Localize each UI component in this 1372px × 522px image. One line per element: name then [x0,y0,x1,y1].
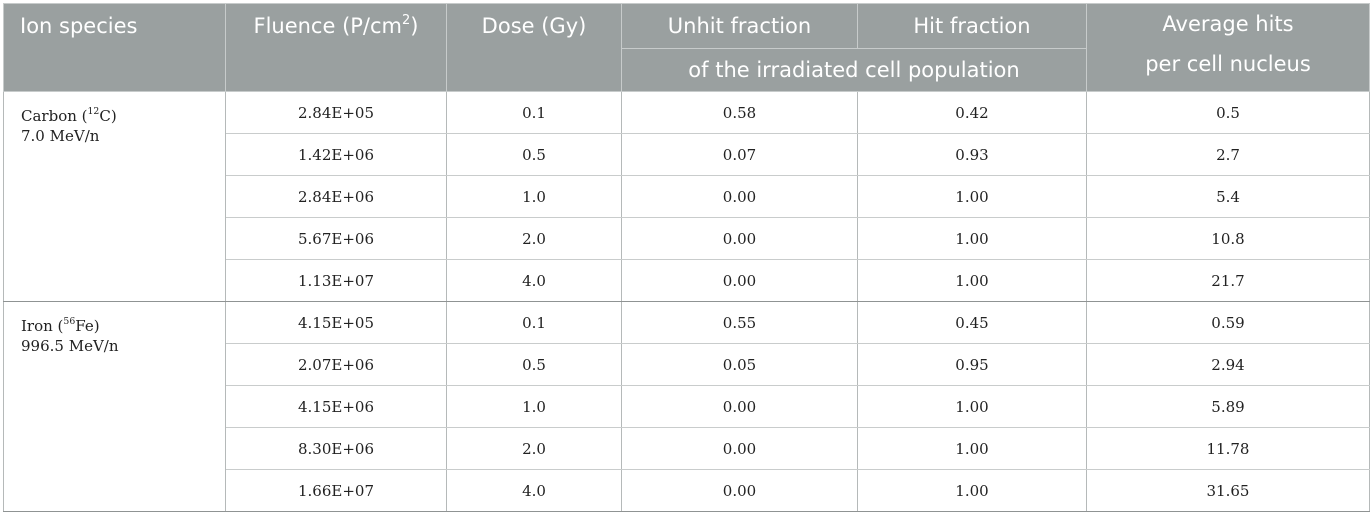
dose-cell: 1.0 [446,385,622,428]
hit-fraction-cell: 0.93 [857,133,1087,176]
header-dose: Dose (Gy) [446,3,622,92]
average-hits-cell: 10.8 [1086,217,1370,260]
isotope-mass: 56 [63,316,76,328]
average-hits-cell: 2.94 [1086,343,1370,386]
fluence-cell: 8.30E+06 [225,427,447,470]
unhit-fraction-cell: 0.00 [621,469,858,512]
fluence-cell: 5.67E+06 [225,217,447,260]
hit-fraction-cell: 1.00 [857,217,1087,260]
hit-fraction-cell: 0.95 [857,343,1087,386]
average-hits-cell: 5.89 [1086,385,1370,428]
unhit-fraction-cell: 0.55 [621,301,858,344]
average-hits-cell: 11.78 [1086,427,1370,470]
unhit-fraction-cell: 0.05 [621,343,858,386]
average-hits-cell: 5.4 [1086,175,1370,218]
hit-fraction-cell: 1.00 [857,469,1087,512]
average-hits-cell: 31.65 [1086,469,1370,512]
table-row: 2.84E+06 1.0 0.00 1.00 5.4 [4,175,1370,218]
dose-cell: 4.0 [446,259,622,302]
ion-species-cell: Carbon (12C) 7.0 MeV/n [3,91,226,302]
unhit-fraction-cell: 0.00 [621,427,858,470]
hit-fraction-cell: 1.00 [857,175,1087,218]
ion-species-cell: Iron (56Fe) 996.5 MeV/n [3,301,226,512]
table-header: Ion species Fluence (P/cm2) Dose (Gy) Un… [3,3,1370,92]
unhit-fraction-cell: 0.00 [621,217,858,260]
dose-cell: 4.0 [446,469,622,512]
unhit-fraction-cell: 0.00 [621,385,858,428]
table-row: 1.13E+07 4.0 0.00 1.00 21.7 [4,259,1370,302]
species-name-prefix: Carbon ( [21,107,88,125]
fluence-cell: 4.15E+05 [225,301,447,344]
table-row: 1.42E+06 0.5 0.07 0.93 2.7 [4,133,1370,176]
dose-cell: 0.5 [446,133,622,176]
unhit-fraction-cell: 0.00 [621,175,858,218]
species-name-prefix: Iron ( [21,317,64,335]
fluence-cell: 4.15E+06 [225,385,447,428]
isotope-mass: 12 [87,106,100,118]
unhit-fraction-cell: 0.58 [621,91,858,134]
unhit-fraction-cell: 0.00 [621,259,858,302]
fluence-cell: 1.42E+06 [225,133,447,176]
dose-cell: 1.0 [446,175,622,218]
hit-fraction-cell: 1.00 [857,427,1087,470]
table-body: Carbon (12C) 7.0 MeV/n 2.84E+05 0.1 0.58 0.42… [3,91,1370,512]
average-hits-cell: 2.7 [1086,133,1370,176]
header-fluence: Fluence (P/cm2) [225,3,447,92]
dose-cell: 0.1 [446,91,622,134]
fluence-cell: 1.13E+07 [225,259,447,302]
header-hit-fraction: Hit fraction [857,3,1087,49]
table-row: 4.15E+06 1.0 0.00 1.00 5.89 [4,385,1370,428]
element-symbol: C [99,107,111,125]
element-symbol: Fe [75,317,94,335]
table-row: Carbon (12C) 7.0 MeV/n 2.84E+05 0.1 0.58 0.42… [3,91,1370,302]
fluence-cell: 2.84E+05 [225,91,447,134]
ion-irradiation-table: Ion species Fluence (P/cm2) Dose (Gy) Un… [3,3,1370,512]
unhit-fraction-cell: 0.07 [621,133,858,176]
dose-cell: 0.1 [446,301,622,344]
species-name-suffix: ) [93,317,100,335]
hit-fraction-cell: 1.00 [857,259,1087,302]
fluence-cell: 1.66E+07 [225,469,447,512]
header-unhit-fraction: Unhit fraction [621,3,858,49]
average-hits-cell: 0.5 [1086,91,1370,134]
fluence-cell: 2.84E+06 [225,175,447,218]
ion-energy: 996.5 MeV/n [21,337,119,355]
fluence-cell: 2.07E+06 [225,343,447,386]
table-row: 2.07E+06 0.5 0.05 0.95 2.94 [4,343,1370,386]
species-name-suffix: ) [110,107,117,125]
hit-fraction-cell: 1.00 [857,385,1087,428]
header-ion-species: Ion species [3,3,226,92]
table-row: 8.30E+06 2.0 0.00 1.00 11.78 [4,427,1370,470]
average-hits-cell: 0.59 [1086,301,1370,344]
hit-fraction-cell: 0.42 [857,91,1087,134]
hit-fraction-cell: 0.45 [857,301,1087,344]
table-row: Iron (56Fe) 996.5 MeV/n 4.15E+05 0.1 0.55 0.4… [3,301,1370,512]
table-row: 5.67E+06 2.0 0.00 1.00 10.8 [4,217,1370,260]
dose-cell: 0.5 [446,343,622,386]
dose-cell: 2.0 [446,427,622,470]
dose-cell: 2.0 [446,217,622,260]
table-row: 1.66E+07 4.0 0.00 1.00 31.65 [4,469,1370,512]
average-hits-cell: 21.7 [1086,259,1370,302]
header-cell-population: of the irradiated cell population [621,48,1087,92]
ion-energy: 7.0 MeV/n [21,127,100,145]
header-average-hits: Average hits per cell nucleus [1086,3,1370,92]
